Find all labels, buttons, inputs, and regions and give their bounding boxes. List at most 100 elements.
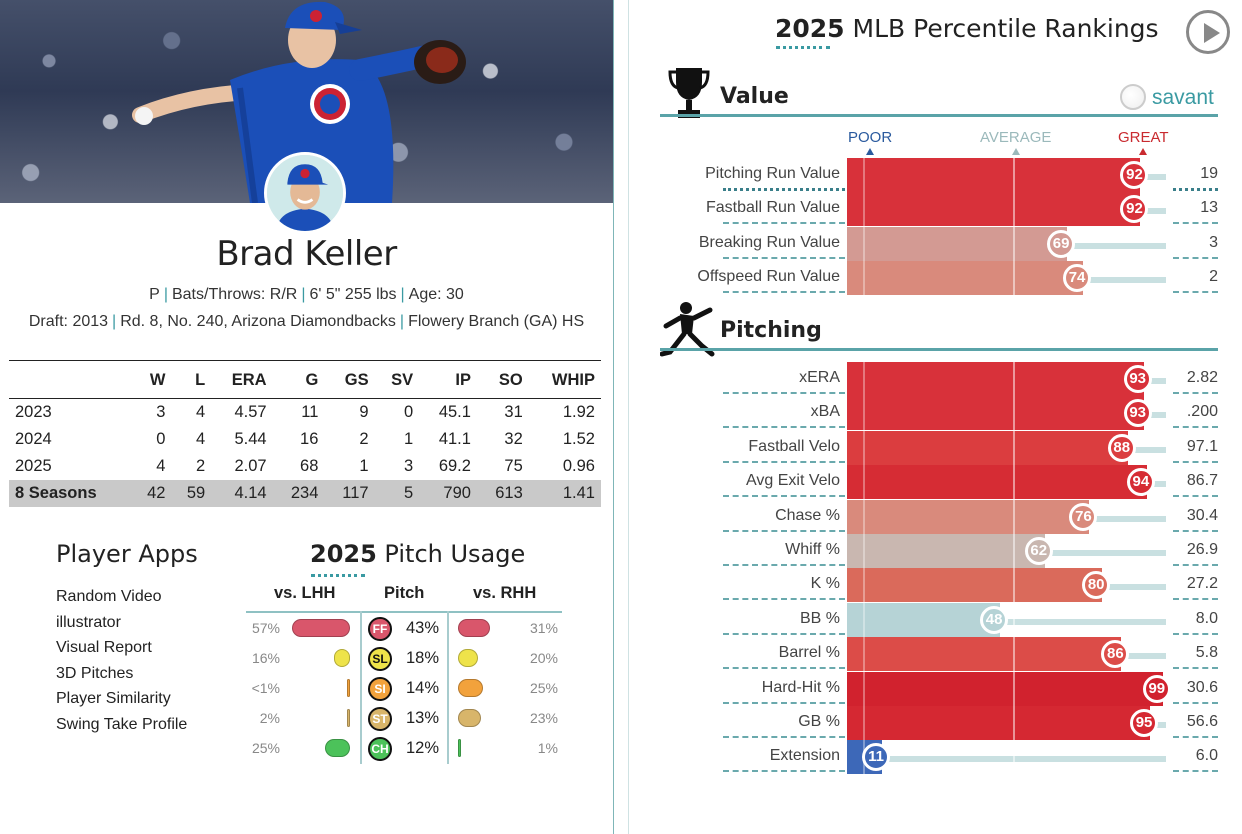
stats-cell: 3	[403, 456, 414, 475]
metric-label: Extension	[769, 747, 840, 765]
stats-col-header: W	[131, 360, 172, 399]
percentile-row[interactable]: Chase % 76 30.4	[660, 499, 1218, 534]
rhh-usage-bar	[458, 739, 461, 757]
percentile-row[interactable]: Fastball Run Value 92 13	[660, 192, 1218, 227]
player-apps-list: Random Video illustrator Visual Report 3D P…	[56, 584, 187, 738]
poor-marker-line	[863, 671, 865, 706]
percentile-row[interactable]: Whiff % 62 26.9	[660, 534, 1218, 568]
row-divider	[1173, 222, 1218, 225]
rhh-usage-pct: 31%	[529, 620, 558, 636]
player-app-link[interactable]: Visual Report	[56, 639, 152, 657]
bio-line: P | Bats/Throws: R/R | 6' 5" 255 lbs | Age: 30	[0, 286, 613, 304]
row-divider	[723, 770, 845, 773]
metric-value: 3	[1209, 233, 1218, 251]
percentile-circle: 86	[1101, 640, 1130, 669]
stats-col-header: WHIP	[528, 360, 601, 399]
rhh-usage-bar	[458, 649, 479, 667]
percentile-circle: 48	[980, 605, 1009, 634]
stats-cell: 9	[359, 402, 369, 421]
player-app-link[interactable]: Player Similarity	[56, 690, 171, 708]
percentile-circle: 62	[1024, 537, 1053, 565]
pitch-row: 25% CH 12% 1%	[246, 734, 562, 764]
trophy-icon	[668, 68, 710, 118]
row-divider	[1173, 291, 1218, 294]
percentile-row[interactable]: K % 80 27.2	[660, 568, 1218, 603]
poor-marker-line	[863, 465, 865, 500]
percentile-circle: 11	[862, 743, 891, 772]
stats-cell: 3	[156, 402, 166, 421]
metric-label: Fastball Run Value	[706, 199, 840, 217]
scale-great-label: GREAT	[1118, 129, 1169, 146]
stats-cell: 117	[324, 479, 375, 507]
panel-divider	[628, 0, 629, 834]
percentile-row[interactable]: Pitching Run Value 92 19	[660, 158, 1218, 192]
player-app-link[interactable]: 3D Pitches	[56, 664, 134, 682]
metric-label: Pitching Run Value	[705, 165, 840, 182]
percentile-bar	[847, 602, 1001, 637]
lhh-usage-pct: 25%	[251, 740, 280, 756]
rhh-usage-pct: 23%	[529, 710, 558, 726]
stats-cell: 8 Seasons	[9, 479, 132, 507]
stats-cell: 4	[196, 429, 206, 448]
row-divider	[1173, 495, 1218, 498]
stats-col-header: IP	[419, 360, 477, 399]
stats-cell: 5	[374, 479, 420, 507]
percentile-row[interactable]: Extension 11 6.0	[660, 740, 1218, 775]
percentile-bar	[847, 192, 1141, 227]
percentile-row[interactable]: Offspeed Run Value 74 2	[660, 261, 1218, 296]
row-divider	[1173, 770, 1218, 773]
player-avatar[interactable]	[264, 152, 346, 234]
percentile-row[interactable]: xBA 93 .200	[660, 396, 1218, 431]
poor-marker-line	[863, 158, 865, 192]
percentile-circle: 92	[1120, 195, 1149, 224]
metric-label: Barrel %	[778, 644, 840, 662]
percentile-row[interactable]: Avg Exit Velo 94 86.7	[660, 465, 1218, 500]
play-animation-button[interactable]	[1186, 10, 1230, 54]
percentile-row[interactable]: BB % 48 8.0	[660, 602, 1218, 637]
stats-cell: 16	[300, 429, 319, 448]
metric-value: .200	[1186, 403, 1218, 421]
percentile-track	[847, 756, 1166, 763]
section-title-value: Value	[720, 84, 789, 109]
rhh-usage-pct: 20%	[529, 650, 558, 666]
stats-cell: 1.52	[562, 429, 595, 448]
metric-value: 30.6	[1186, 678, 1218, 696]
row-divider	[1173, 188, 1218, 191]
percentile-bar	[847, 362, 1144, 396]
percentile-row[interactable]: GB % 95 56.6	[660, 706, 1218, 740]
poor-marker-line	[863, 226, 865, 261]
savant-logo[interactable]: savant	[1120, 84, 1214, 110]
pitch-type-badge: ST	[368, 707, 392, 731]
row-divider	[723, 736, 845, 738]
stats-cell: 75	[504, 456, 523, 475]
percentile-row[interactable]: Hard-Hit % 99 30.6	[660, 671, 1218, 706]
percentile-row[interactable]: Breaking Run Value 69 3	[660, 226, 1218, 261]
pitch-usage-title-text: Pitch Usage	[376, 540, 526, 568]
stats-col-header: SV	[374, 360, 420, 399]
stats-cell: 4	[196, 402, 206, 421]
player-app-link[interactable]: Swing Take Profile	[56, 715, 188, 733]
stats-row: 2024 0 4 5.44 16 2 1 41.1 32 1.52	[9, 426, 601, 453]
pitcher-illustration	[132, 1, 466, 203]
percentile-row[interactable]: Fastball Velo 88 97.1	[660, 430, 1218, 465]
player-app-link[interactable]: illustrator	[56, 613, 121, 631]
poor-marker-line	[863, 396, 865, 431]
stats-col-header: G	[272, 360, 325, 399]
stats-cell: 1.92	[562, 402, 595, 421]
percentile-row[interactable]: Barrel % 86 5.8	[660, 637, 1218, 672]
metric-label: Hard-Hit %	[761, 678, 840, 696]
metric-label: GB %	[798, 713, 840, 730]
poor-marker-line	[863, 362, 865, 396]
stats-cell: 69.2	[438, 456, 471, 475]
height-weight: 6' 5" 255 lbs	[309, 286, 397, 303]
draft-pick: Rd. 8, No. 240,	[120, 313, 228, 330]
stats-cell: 2.07	[234, 456, 267, 475]
row-divider	[723, 564, 845, 566]
player-app-link[interactable]: Random Video	[56, 588, 162, 605]
draft-team[interactable]: Arizona Diamondbacks	[231, 313, 396, 330]
percentile-row[interactable]: xERA 93 2.82	[660, 362, 1218, 396]
separator: |	[112, 313, 117, 330]
metric-value: 56.6	[1186, 713, 1218, 730]
lhh-usage-bar	[347, 679, 350, 697]
pitch-usage-pct: 18%	[406, 649, 440, 667]
